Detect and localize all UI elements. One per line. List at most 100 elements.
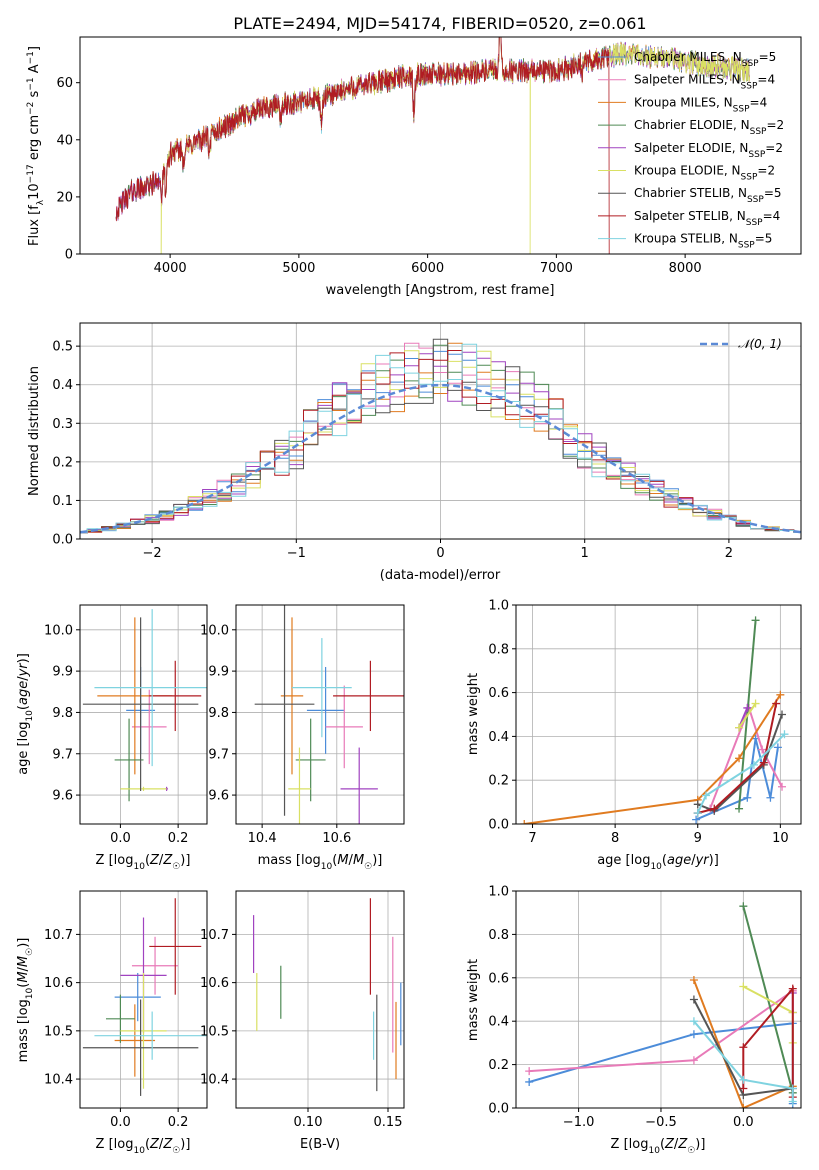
y-tick-label: 0.2: [52, 455, 73, 470]
axes-frame: [79, 890, 208, 1109]
x-axis-label: Z [log10(Z/Z☉)]: [611, 1137, 706, 1156]
x-tick-label: 0.0: [110, 831, 131, 846]
x-tick-label: 6000: [411, 261, 444, 276]
x-tick-label: 10.6: [322, 831, 351, 846]
y-tick-label: 10.7: [200, 928, 229, 943]
x-axis-label: Z [log10(Z/Z☉)]: [96, 1137, 191, 1156]
x-tick-label: 0.2: [168, 1115, 189, 1130]
y-tick-label: 10.0: [200, 623, 229, 638]
y-tick-label: 9.6: [52, 789, 73, 804]
weight-marker-1: [778, 782, 786, 791]
weight-marker-1: [689, 1056, 698, 1065]
weight-marker-3: [735, 804, 744, 813]
legend-label: Kroupa ELODIE, NSSP=2: [634, 164, 775, 183]
weight-marker-8: [693, 809, 702, 818]
x-tick-label: 9: [694, 831, 702, 846]
x-tick-label: 10: [772, 831, 789, 846]
x-tick-label: 0: [436, 546, 444, 561]
y-tick-label: 1.0: [488, 599, 509, 614]
legend-label: Salpeter STELIB, NSSP=4: [634, 209, 780, 228]
x-tick-label: 8: [611, 831, 619, 846]
plot-area: [80, 338, 801, 534]
weight-marker-4: [743, 703, 752, 712]
y-axis-label: mass [log10(M/M☉)]: [16, 938, 35, 1063]
x-tick-label: −1.0: [563, 1115, 595, 1130]
y-axis-label: age [log10(age/yr)]: [16, 653, 35, 775]
weight-marker-0: [743, 793, 752, 802]
weight-marker-6: [693, 800, 702, 809]
x-tick-label: 0.0: [733, 1115, 754, 1130]
x-tick-label: 10.4: [248, 831, 277, 846]
weight-marker-7: [739, 1084, 748, 1093]
weight-marker-7: [759, 758, 768, 767]
weight-marker-5: [739, 982, 748, 991]
weight-marker-2: [735, 754, 744, 763]
axes-frame: [515, 890, 802, 1109]
y-tick-label: 10.6: [200, 976, 229, 991]
weight-line-8: [693, 1020, 794, 1102]
weight-marker-8: [702, 791, 710, 800]
weight-line-5: [738, 702, 757, 729]
weight-marker-2: [689, 975, 698, 984]
weight-marker-7: [772, 699, 781, 708]
plot-area: [253, 898, 402, 1092]
y-tick-label: 10.4: [200, 1073, 229, 1088]
y-tick-label: 10.7: [44, 928, 73, 943]
weight-marker-8: [749, 760, 758, 769]
x-tick-label: 4000: [154, 261, 187, 276]
histogram-series-6: [80, 338, 801, 534]
weight-marker-8: [780, 730, 789, 739]
weight-line-7: [697, 703, 778, 814]
y-tick-label: 0.1: [52, 494, 73, 509]
weight-line-6: [697, 714, 783, 813]
weight-marker-6: [778, 710, 786, 719]
y-axis-label: mass weight: [466, 673, 481, 755]
weight-marker-8: [689, 1017, 698, 1026]
legend: Chabrier MILES, NSSP=5 Salpeter MILES, NS…: [598, 50, 784, 251]
panel-mass-vs-EBV: 0.10 0.15 10.4 10.5 10.6 10.7 E(B-V): [200, 890, 405, 1152]
legend-label: Chabrier MILES, NSSP=5: [634, 50, 776, 69]
x-axis-label: E(B-V): [300, 1137, 340, 1152]
weight-marker-7: [788, 984, 797, 993]
weight-marker-3: [739, 902, 748, 911]
legend-label: Salpeter MILES, NSSP=4: [634, 73, 775, 92]
x-axis-label: age [log10(age/yr)]: [597, 853, 719, 872]
weight-marker-2: [776, 690, 785, 699]
x-axis-label: Z [log10(Z/Z☉)]: [96, 853, 191, 872]
x-tick-label: −2: [143, 546, 162, 561]
weight-marker-0: [692, 815, 701, 824]
legend-label: Chabrier STELIB, NSSP=5: [634, 186, 782, 205]
panel-mass-weight-vs-age: 7 8 9 10 0.0 0.2 0.4 0.6 0.8 1.0 age [log10(age/yr…: [466, 599, 802, 872]
histogram-series-8: [80, 343, 801, 534]
y-tick-label: 9.7: [52, 747, 73, 762]
y-axis-label: mass weight: [466, 959, 481, 1041]
plot-area: [82, 609, 207, 802]
y-tick-label: 9.7: [208, 747, 229, 762]
weight-line-2: [524, 694, 782, 824]
panel-residuals: −2 −1 0 1 2 0.0 0.1 0.2 0.3 0.4 0.5 𝒩(0, 1) (data-mo…: [27, 322, 802, 583]
x-axis-label: mass [log10(M/M☉)]: [258, 853, 383, 872]
axes-frame: [235, 890, 405, 1109]
y-tick-label: 9.9: [208, 665, 229, 680]
y-tick-label: 0.4: [488, 1015, 509, 1030]
weight-marker-2: [739, 1104, 748, 1108]
y-tick-label: 9.6: [208, 789, 229, 804]
y-tick-label: 10.4: [44, 1073, 73, 1088]
x-tick-label: 2: [725, 546, 733, 561]
y-tick-label: 0.5: [52, 340, 73, 355]
spectrum-line-7: [115, 37, 610, 254]
y-tick-label: 9.8: [208, 706, 229, 721]
x-axis-label: wavelength [Angstrom, rest frame]: [326, 283, 555, 298]
y-tick-label: 0.6: [488, 686, 509, 701]
normal-curve: [80, 383, 801, 534]
plot-area: [115, 37, 750, 254]
panel-mass-vs-Z: 0.0 0.2 10.4 10.5 10.6 10.7 Z [log10(Z/Z☉)] mas…: [16, 890, 208, 1156]
weight-marker-8: [788, 1084, 797, 1093]
weight-marker-8: [788, 1097, 797, 1106]
weight-line-2: [692, 979, 794, 1108]
y-tick-label: 40: [56, 133, 73, 148]
y-tick-label: 0: [65, 248, 73, 263]
y-tick-label: 0.6: [488, 971, 509, 986]
